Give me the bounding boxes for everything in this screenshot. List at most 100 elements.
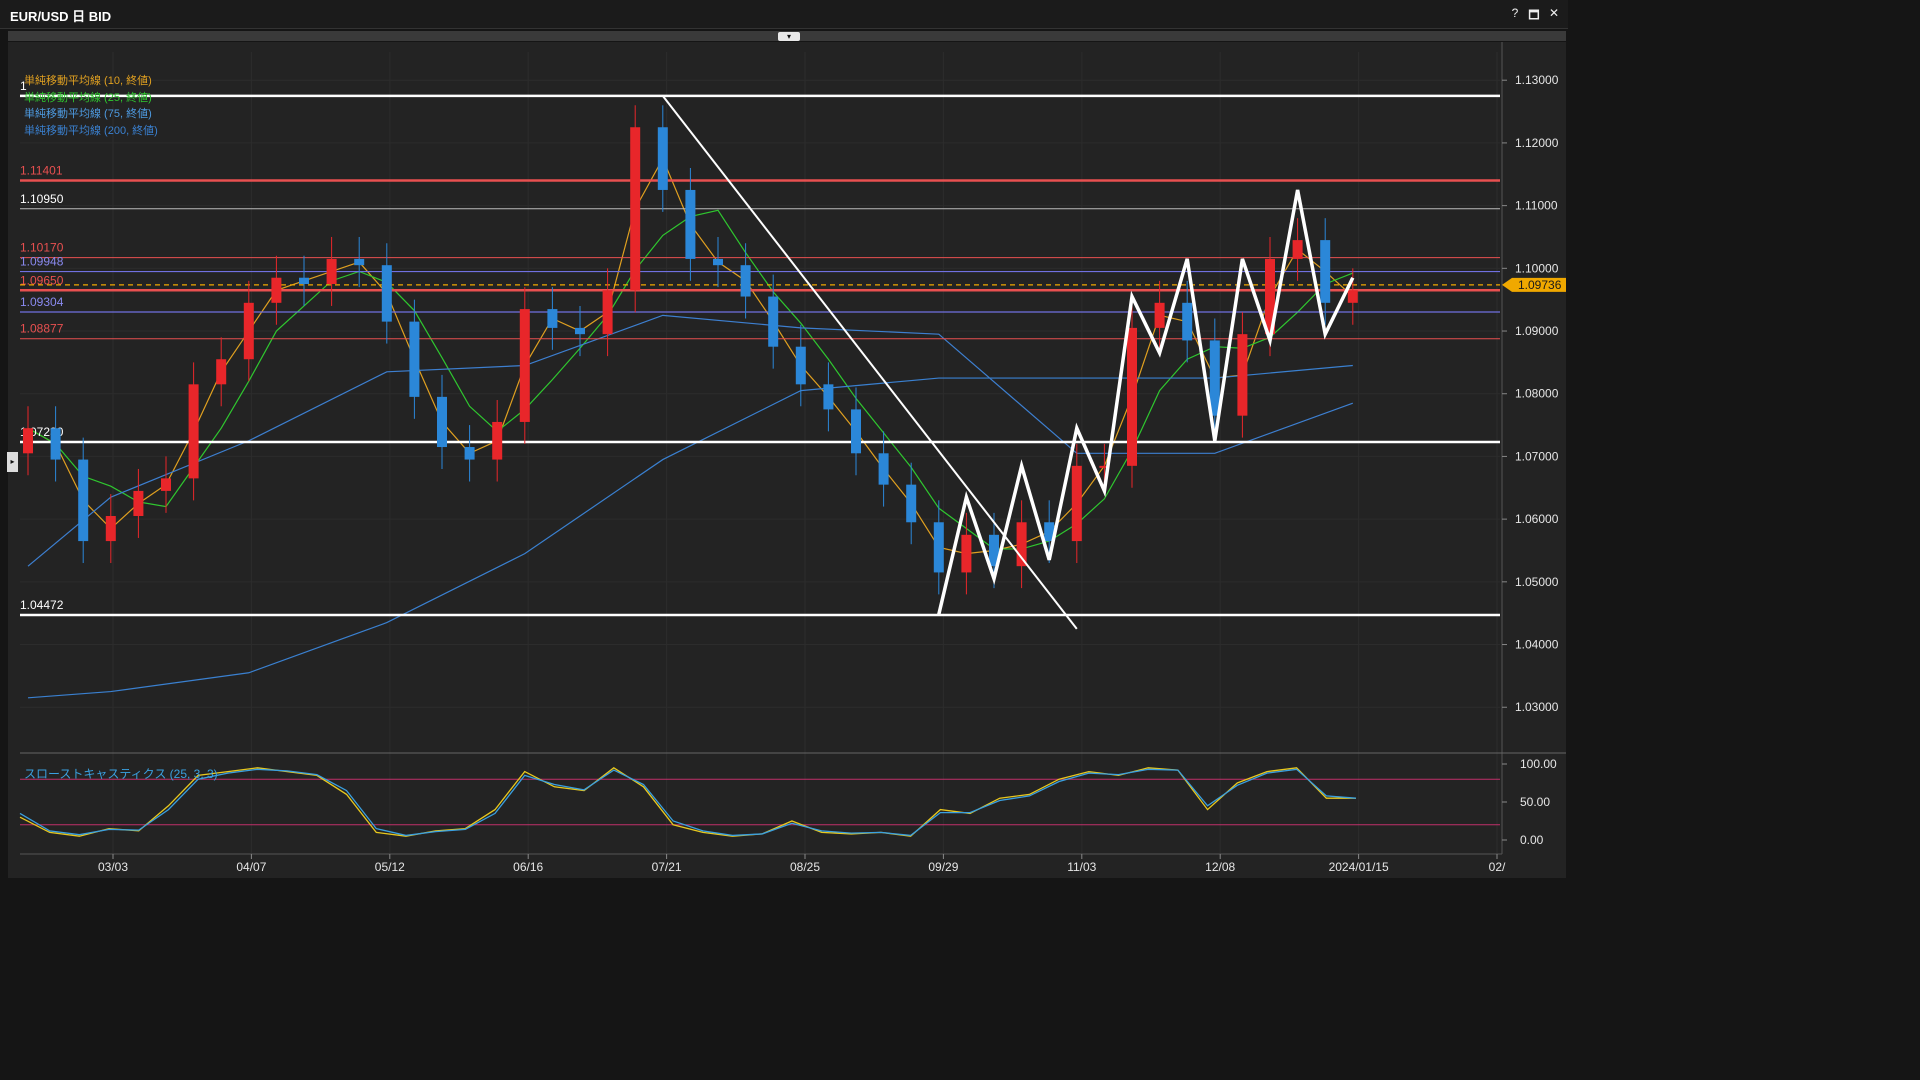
level-label: 1.09948	[20, 255, 64, 269]
candle-body	[1071, 465, 1082, 542]
candle-body	[906, 484, 917, 523]
sma200-line	[27, 364, 1353, 699]
x-tick-label: 11/03	[1067, 860, 1096, 874]
candle-body	[271, 277, 282, 303]
window-title: EUR/USD 日 BID	[10, 9, 112, 24]
level-label: 1	[20, 79, 27, 93]
downtrend-line	[662, 95, 1078, 630]
candle-body	[823, 384, 834, 410]
maximize-button[interactable]: 🗖	[1528, 8, 1540, 22]
candle-body	[851, 409, 861, 454]
candle-body	[464, 447, 475, 460]
x-tick-label: 07/21	[652, 860, 682, 874]
candle-body	[381, 265, 392, 322]
y-tick-label: 1.11000	[1515, 199, 1558, 213]
candle-body	[713, 258, 723, 266]
stoch-title: スローストキャスティクス (25, 3, 3)	[24, 767, 218, 781]
candle-body	[1320, 240, 1331, 303]
current-price-label: 1.09736	[1518, 278, 1562, 292]
candle-body	[354, 258, 365, 266]
stoch-y-label: 0.00	[1520, 833, 1544, 847]
candle-body	[630, 127, 641, 291]
candle-body	[878, 453, 889, 485]
stochastics-panel: 100.00 50.00 0.00 スローストキャスティクス (25, 3, 3)	[19, 757, 1557, 847]
candle-body	[1347, 290, 1358, 303]
side-panel-handle[interactable]: ▸	[7, 452, 18, 472]
candle-body	[1265, 258, 1275, 335]
y-tick-label: 1.12000	[1515, 136, 1559, 150]
close-button[interactable]: ✕	[1548, 6, 1560, 20]
candle-body	[768, 296, 779, 347]
y-tick-label: 1.10000	[1515, 261, 1559, 275]
level-label: 1.09650	[20, 273, 64, 287]
axes: 1.13000 1.12000 1.11000 1.10000 1.09000 1.080…	[20, 42, 1566, 874]
y-tick-label: 1.13000	[1515, 73, 1559, 87]
candle-body	[575, 327, 585, 335]
candle-body	[685, 189, 696, 259]
candle-body	[519, 309, 530, 422]
level-label: 1.10170	[20, 241, 64, 255]
x-tick-label: 04/07	[236, 860, 266, 874]
y-tick-label: 1.09000	[1515, 324, 1559, 338]
candle-body	[23, 428, 33, 454]
candle-body	[547, 309, 558, 328]
candle-body	[1127, 327, 1137, 466]
candle-body	[1237, 334, 1248, 416]
candle-body	[161, 478, 171, 491]
y-tick-label: 1.06000	[1515, 512, 1559, 526]
x-tick-label: 12/08	[1205, 860, 1235, 874]
x-tick-label: 2024/01/15	[1329, 860, 1389, 874]
candle-body	[795, 346, 806, 385]
candle-body	[933, 522, 944, 573]
stoch-y-label: 100.00	[1520, 757, 1557, 771]
y-tick-label: 1.07000	[1515, 449, 1559, 463]
x-tick-label: 08/25	[790, 860, 820, 874]
candle-body	[1044, 522, 1055, 542]
candle-body	[1016, 522, 1027, 567]
candle-body	[740, 265, 751, 297]
grid	[20, 52, 1500, 854]
legend-item: 単純移動平均線 (25, 終値)	[24, 91, 152, 104]
candle-body	[409, 321, 420, 397]
candle-body	[989, 534, 999, 567]
candle-body	[299, 277, 309, 284]
legend-item: 単純移動平均線 (10, 終値)	[24, 75, 152, 87]
collapse-button[interactable]: ▾	[778, 32, 800, 41]
current-price-tag	[1502, 277, 1566, 292]
x-tick-label: 06/16	[513, 860, 543, 874]
zigzag-line	[937, 189, 1355, 615]
stoch-d-line	[19, 768, 1357, 837]
candle-body	[1209, 340, 1220, 416]
candle-body	[492, 421, 503, 460]
candle-body	[657, 127, 668, 190]
x-tick-label: 05/12	[375, 860, 405, 874]
candle-body	[243, 302, 254, 360]
level-label: 1.09304	[20, 295, 64, 309]
sma75-line	[27, 314, 1354, 567]
y-tick-label: 1.08000	[1515, 387, 1559, 401]
candle-body	[105, 516, 116, 542]
legend-item: 単純移動平均線 (75, 終値)	[24, 108, 152, 120]
candle-body	[50, 428, 61, 460]
stoch-y-label: 50.00	[1520, 795, 1550, 809]
x-tick-label: 02/	[1489, 860, 1506, 874]
level-label: 1.04472	[20, 598, 64, 612]
y-tick-label: 1.05000	[1515, 575, 1559, 589]
candle-body	[437, 396, 447, 448]
candle-body	[961, 534, 972, 573]
level-label: 1.11401	[20, 163, 63, 177]
title-bar: EUR/USD 日 BID ? 🗖 ✕	[0, 0, 1568, 29]
candle-body	[1154, 302, 1165, 328]
level-label: 1.10950	[20, 192, 64, 206]
y-tick-label: 1.03000	[1515, 700, 1559, 714]
help-button[interactable]: ?	[1511, 6, 1519, 20]
candle-body	[133, 490, 144, 516]
candle-body	[602, 290, 613, 335]
candle-body	[188, 384, 199, 479]
candle-body	[1292, 240, 1303, 259]
candle-body	[78, 459, 89, 542]
candle-body	[1099, 465, 1110, 468]
level-label: 1.08877	[20, 322, 64, 336]
